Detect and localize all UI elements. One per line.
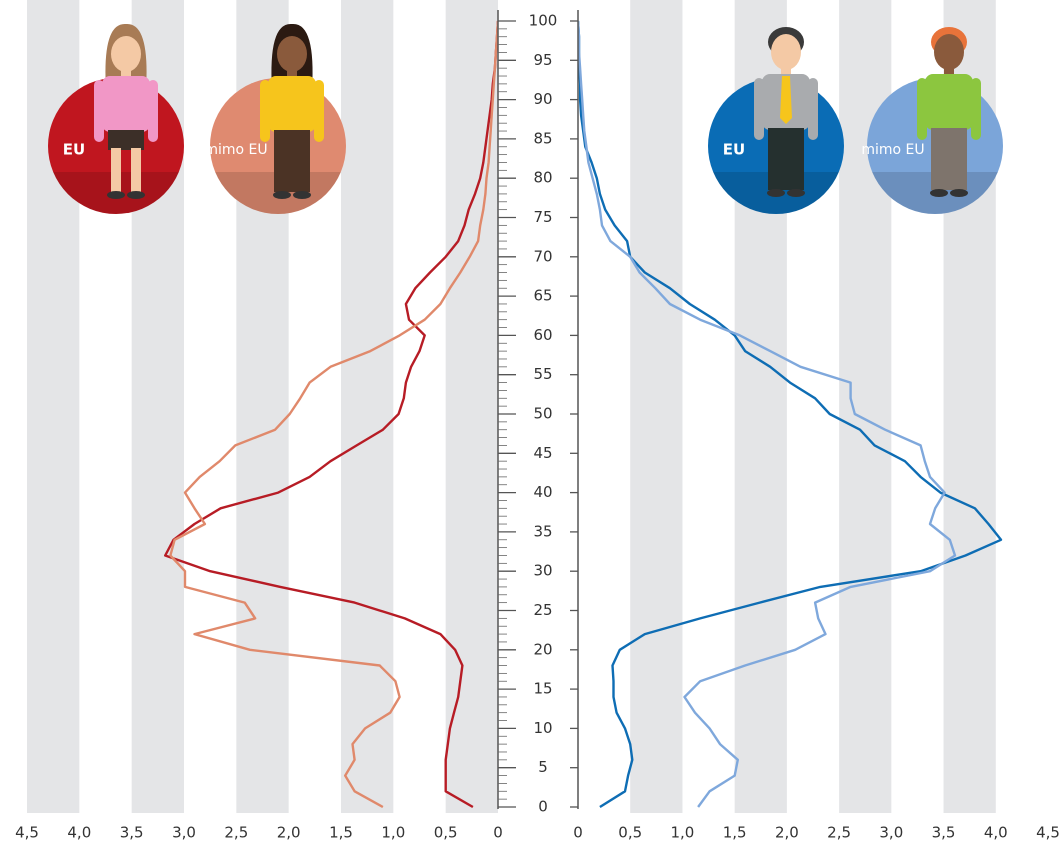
lines bbox=[164, 20, 1003, 809]
y-tick-label: 15 bbox=[533, 680, 552, 698]
legend-label: EU bbox=[723, 141, 745, 159]
x-tick-label: 2,5 bbox=[224, 824, 248, 842]
y-tick-label: 55 bbox=[533, 365, 552, 383]
x-tick-label: 3,0 bbox=[172, 824, 196, 842]
figure-head bbox=[277, 36, 307, 72]
x-tick-label: 4,0 bbox=[984, 824, 1008, 842]
x-tick-label: 0,5 bbox=[618, 824, 642, 842]
x-tick-label: 0 bbox=[493, 824, 503, 842]
legend-label: mimo EU bbox=[204, 142, 267, 158]
figure-neck bbox=[121, 68, 131, 78]
x-tick-label: 4,0 bbox=[67, 824, 91, 842]
y-tick-label: 90 bbox=[533, 90, 552, 108]
y-tick-label: 45 bbox=[533, 444, 552, 462]
figure-shoe bbox=[787, 189, 805, 197]
figure-leg bbox=[131, 148, 141, 192]
x-tick-label: 2,5 bbox=[827, 824, 851, 842]
y-tick-label: 10 bbox=[533, 719, 552, 737]
figure-head bbox=[111, 36, 141, 72]
x-tick-label: 0 bbox=[573, 824, 583, 842]
grid-band bbox=[341, 0, 394, 813]
figure-arm bbox=[917, 78, 927, 140]
figure-shoe bbox=[767, 189, 785, 197]
y-tick-label: 80 bbox=[533, 169, 552, 187]
figure-arm bbox=[808, 78, 818, 140]
figure-body bbox=[925, 74, 973, 130]
figure-shoe bbox=[273, 191, 291, 199]
y-tick-label: 95 bbox=[533, 51, 552, 69]
y-tick-label: 5 bbox=[538, 758, 548, 776]
y-tick-label: 100 bbox=[529, 12, 558, 30]
figure-head bbox=[934, 34, 964, 70]
x-tick-label: 1,0 bbox=[381, 824, 405, 842]
figure-arm bbox=[314, 80, 324, 142]
series-line bbox=[576, 20, 957, 808]
badges: EU mimo EU EU mimo EU bbox=[48, 23, 1003, 214]
y-tick-label: 30 bbox=[533, 562, 552, 580]
grid-band bbox=[630, 0, 683, 813]
y-tick-label: 65 bbox=[533, 287, 552, 305]
figure-arm bbox=[260, 80, 270, 142]
y-tick-label: 25 bbox=[533, 601, 552, 619]
x-tick-label: 4,5 bbox=[1036, 824, 1060, 842]
x-tick-label: 3,0 bbox=[879, 824, 903, 842]
x-tick-label: 3,5 bbox=[120, 824, 144, 842]
x-tick-label: 3,5 bbox=[932, 824, 956, 842]
x-tick-label: 1,5 bbox=[329, 824, 353, 842]
axis-bg bbox=[498, 8, 578, 811]
series-line bbox=[169, 20, 500, 809]
figure-tie bbox=[780, 76, 792, 124]
x-tick-label: 0,5 bbox=[434, 824, 458, 842]
y-tick-label: 35 bbox=[533, 522, 552, 540]
badge: EU bbox=[708, 27, 844, 214]
x-tick-label: 1,5 bbox=[723, 824, 747, 842]
x-tick-label: 2,0 bbox=[775, 824, 799, 842]
figure-neck bbox=[944, 66, 954, 76]
x-tick-label: 2,0 bbox=[277, 824, 301, 842]
y-tick-label: 50 bbox=[533, 405, 552, 423]
y-tick-label: 20 bbox=[533, 640, 552, 658]
figure-legs bbox=[108, 130, 144, 150]
badge: mimo EU bbox=[861, 27, 1003, 214]
figure-neck bbox=[781, 66, 791, 76]
figure-body bbox=[268, 76, 316, 132]
legend-label: EU bbox=[63, 141, 85, 159]
figure-shoe bbox=[950, 189, 968, 197]
y-tick-label: 75 bbox=[533, 208, 552, 226]
x-tick-label: 1,0 bbox=[671, 824, 695, 842]
figure-legs bbox=[931, 128, 967, 190]
figure-shoe bbox=[107, 191, 125, 199]
figure-arm bbox=[754, 78, 764, 140]
y-tick-label: 85 bbox=[533, 129, 552, 147]
figure-legs bbox=[274, 130, 310, 192]
figure-leg bbox=[111, 148, 121, 192]
age-axis: 4,5 4,0 3,5 3,0 2,5 2,0 1,5 1,0 0,5 0 0 0,5 1,0 1,5 2,… bbox=[15, 8, 1060, 842]
figure-shoe bbox=[293, 191, 311, 199]
figure-legs bbox=[768, 128, 804, 190]
figure-body bbox=[102, 76, 150, 132]
x-tick-label: 4,5 bbox=[15, 824, 39, 842]
y-tick-label: 40 bbox=[533, 483, 552, 501]
legend-label: mimo EU bbox=[861, 142, 924, 158]
figure-neck bbox=[287, 68, 297, 78]
figure-shoe bbox=[930, 189, 948, 197]
figure-arm bbox=[94, 80, 104, 142]
y-tick-label: 0 bbox=[538, 798, 548, 816]
badge: mimo EU bbox=[204, 23, 346, 214]
figure-arm bbox=[148, 80, 158, 142]
figure-head bbox=[771, 34, 801, 70]
y-tick-label: 70 bbox=[533, 247, 552, 265]
y-tick-label: 60 bbox=[533, 326, 552, 344]
figure-arm bbox=[971, 78, 981, 140]
series-line bbox=[164, 20, 500, 809]
figure-shoe bbox=[127, 191, 145, 199]
